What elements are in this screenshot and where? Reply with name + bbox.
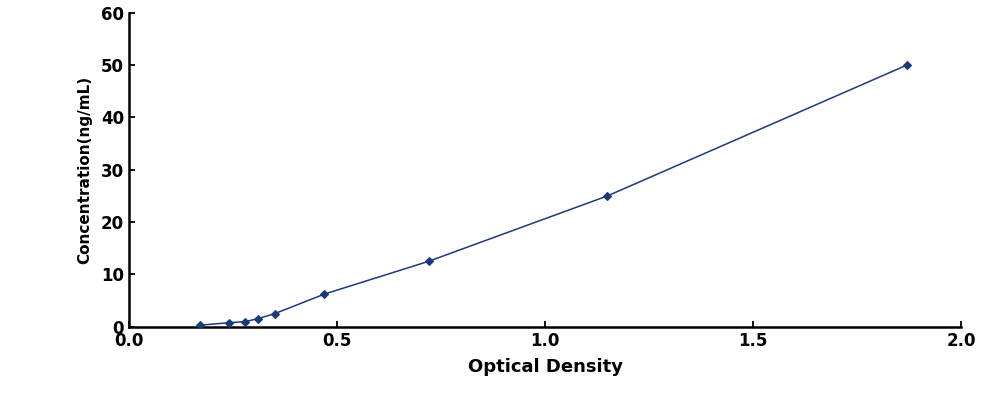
X-axis label: Optical Density: Optical Density: [468, 358, 622, 376]
Y-axis label: Concentration(ng/mL): Concentration(ng/mL): [77, 76, 92, 264]
